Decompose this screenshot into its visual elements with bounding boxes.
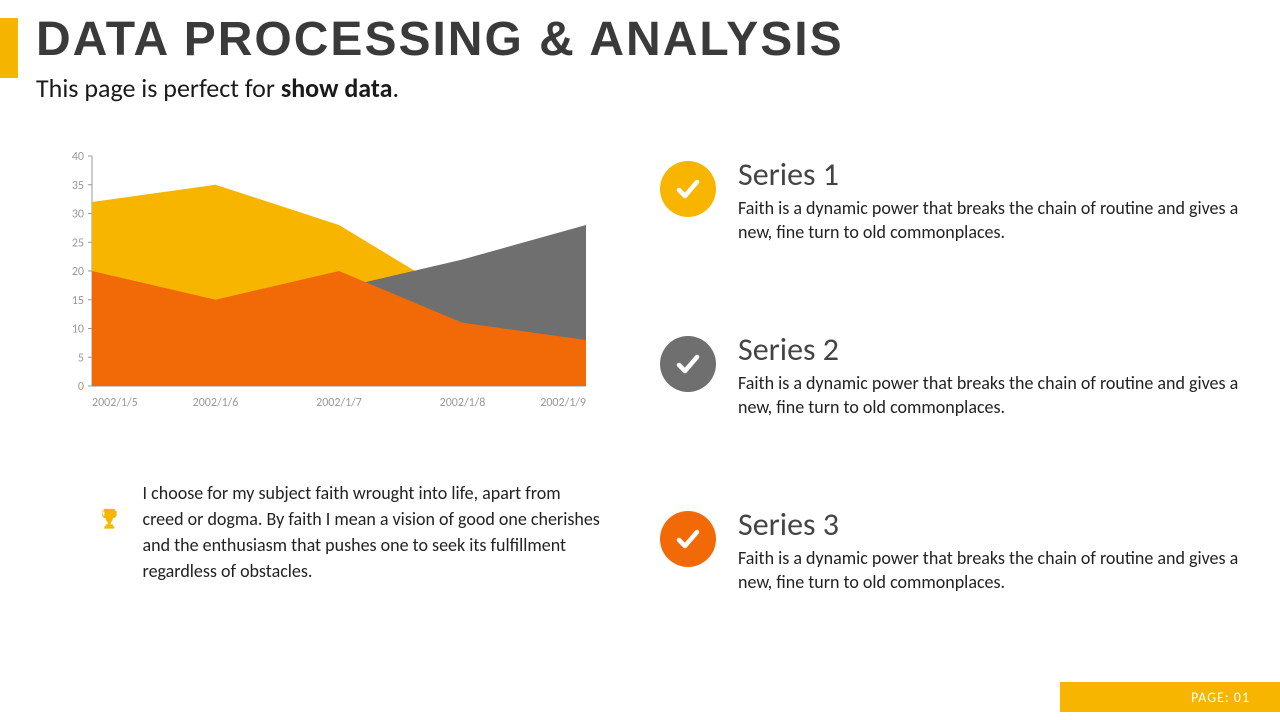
y-tick-label: 30	[72, 208, 84, 222]
x-tick-label: 2002/1/7	[316, 396, 362, 410]
page-title: DATA PROCESSING & ANALYSIS	[36, 12, 844, 67]
trophy-block: I choose for my subject faith wrought in…	[100, 480, 600, 584]
subtitle-pre: This page is perfect for	[36, 72, 281, 104]
x-tick-label: 2002/1/9	[540, 396, 586, 410]
check-icon	[660, 511, 716, 567]
series-heading: Series 1	[738, 155, 1240, 194]
check-icon	[660, 161, 716, 217]
x-tick-label: 2002/1/6	[193, 396, 239, 410]
accent-bar	[0, 18, 18, 78]
page-number: PAGE: 01	[1191, 689, 1250, 706]
series-item-2: Series 2 Faith is a dynamic power that b…	[660, 330, 1240, 420]
series-desc: Faith is a dynamic power that breaks the…	[738, 371, 1240, 420]
x-tick-label: 2002/1/5	[92, 396, 138, 410]
subtitle-post: .	[392, 72, 399, 104]
trophy-text: I choose for my subject faith wrought in…	[143, 480, 600, 584]
y-tick-label: 25	[72, 236, 84, 250]
series-desc: Faith is a dynamic power that breaks the…	[738, 546, 1240, 595]
page-subtitle: This page is perfect for show data.	[36, 72, 399, 104]
page-number-tab: PAGE: 01	[1060, 682, 1280, 712]
y-tick-label: 40	[72, 150, 84, 164]
x-tick-label: 2002/1/8	[440, 396, 486, 410]
series-heading: Series 2	[738, 330, 1240, 369]
y-tick-label: 20	[72, 265, 84, 279]
subtitle-bold: show data	[281, 72, 393, 104]
series-item-1: Series 1 Faith is a dynamic power that b…	[660, 155, 1240, 245]
check-icon	[660, 336, 716, 392]
series-desc: Faith is a dynamic power that breaks the…	[738, 196, 1240, 245]
y-tick-label: 35	[72, 179, 84, 193]
y-tick-label: 0	[78, 380, 84, 394]
y-tick-label: 15	[72, 294, 84, 308]
trophy-icon	[100, 480, 119, 560]
series-item-3: Series 3 Faith is a dynamic power that b…	[660, 505, 1240, 595]
y-tick-label: 10	[72, 323, 84, 337]
y-tick-label: 5	[78, 351, 84, 365]
area-chart: 0 5 10 15 20 25 30 35 40 2002/1/5 2002/1/6 2002/1/7…	[60, 150, 590, 410]
series-heading: Series 3	[738, 505, 1240, 544]
